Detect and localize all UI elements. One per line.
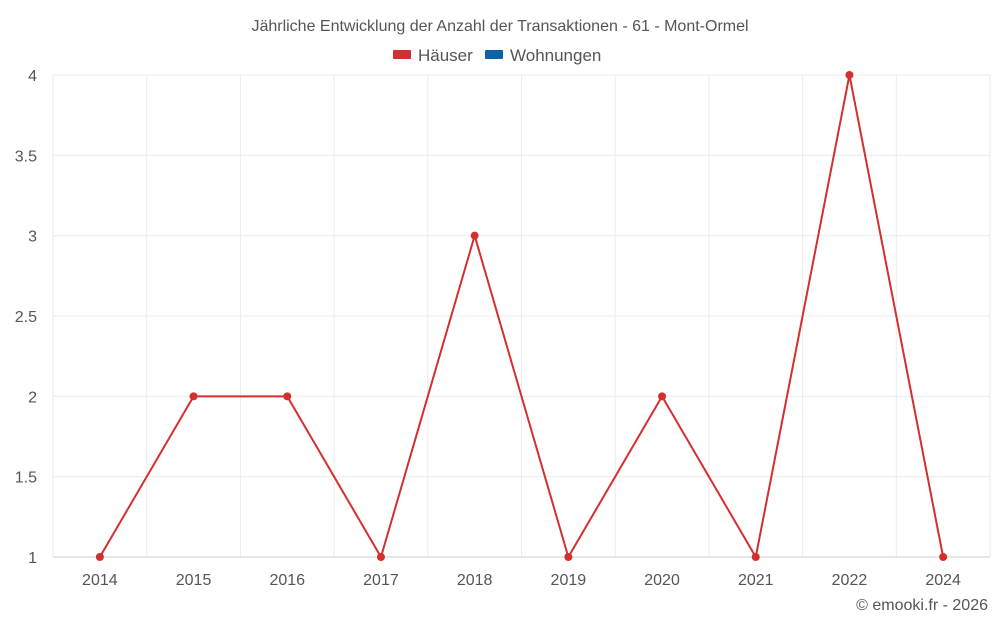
x-tick-label: 2019 [551,572,587,589]
data-point[interactable] [95,553,104,561]
y-tick-label: 3 [28,229,37,246]
legend-swatch-haeuser [393,50,411,59]
x-tick-label: 2015 [176,572,212,589]
data-point[interactable] [751,553,760,561]
credit-text: © emooki.fr - 2026 [856,597,988,614]
x-tick-label: 2016 [269,572,305,589]
legend-label-wohnungen: Wohnungen [510,46,601,65]
x-tick-label: 2022 [832,572,868,589]
x-tick-label: 2017 [363,572,399,589]
data-point[interactable] [658,392,667,401]
series-layer [95,71,948,561]
legend-swatch-wohnungen [485,50,503,59]
y-tick-label: 1 [28,550,37,567]
x-tick-label: 2014 [82,572,118,589]
y-tick-label: 2.5 [15,309,37,326]
data-point[interactable] [470,231,479,240]
x-axis-ticks: 2014 2015 2016 2017 2018 2019 2020 2021 2022 2024 [82,572,961,589]
y-tick-label: 4 [28,68,37,85]
data-point[interactable] [939,553,948,561]
data-point[interactable] [189,392,198,401]
y-tick-label: 2 [28,389,37,406]
data-point[interactable] [845,71,854,79]
x-tick-label: 2024 [925,572,961,589]
y-tick-label: 1.5 [15,470,37,487]
series-line-0 [98,74,945,558]
chart-title: Jährliche Entwicklung der Anzahl der Tra… [251,18,748,35]
x-tick-label: 2021 [738,572,774,589]
legend: Häuser Wohnungen [393,46,601,65]
legend-item-wohnungen[interactable]: Wohnungen [485,46,601,65]
y-axis-ticks: 1 1.5 2 2.5 3 3.5 4 [15,68,37,567]
y-tick-label: 3.5 [15,148,37,165]
legend-label-haeuser: Häuser [418,46,473,65]
data-point[interactable] [283,392,292,401]
data-point[interactable] [564,553,573,561]
data-point[interactable] [376,553,385,561]
x-tick-label: 2018 [457,572,493,589]
legend-item-haeuser[interactable]: Häuser [393,46,473,65]
x-tick-label: 2020 [644,572,680,589]
